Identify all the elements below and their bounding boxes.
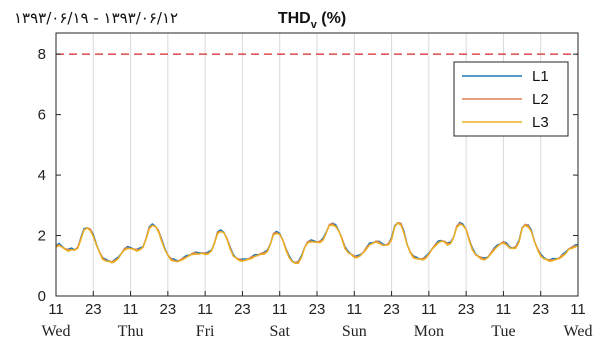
series-lines [55,221,579,265]
y-axis: 0 2 4 6 8 [38,46,578,305]
legend-label-l1: L1 [532,68,549,85]
x-tick-label: 23 [234,301,251,318]
x-day-label: Wed [564,323,593,340]
x-day-label: Sun [342,323,367,340]
x-tick-label: 11 [48,301,64,318]
x-day-label: Tue [491,323,515,340]
x-tick-label: 11 [421,301,437,318]
x-tick-label: 11 [570,301,586,318]
chart-title: THDv (%) [278,10,346,31]
x-tick-label: 23 [160,301,177,318]
chart-title-subscript: v [311,19,318,31]
x-tick-label: 11 [123,301,139,318]
x-tick-label: 23 [383,301,400,318]
x-tick-label: 11 [346,301,362,318]
x-tick-label: 11 [197,301,213,318]
chart-title-main: THD [278,10,311,27]
legend-label-l3: L3 [532,114,549,131]
x-day-label: Thu [118,323,144,340]
x-tick-label: 23 [532,301,549,318]
y-tick-label: 0 [38,288,46,305]
x-axis: 11 Wed 23 11 Thu 23 11 Fri 23 11 Sat 23 11 Sun 23 11 Mon… [42,291,593,340]
x-day-label: Sat [269,323,290,340]
y-tick-label: 4 [38,167,46,184]
x-tick-label: 23 [85,301,102,318]
date-range-label: ۱۳۹۳/۰۶/۱۹ - ۱۳۹۳/۰۶/۱۲ [14,9,178,27]
series-line-l3 [55,222,579,265]
x-day-label: Fri [196,323,215,340]
x-tick-label: 23 [309,301,326,318]
legend: L1 L2 L3 [453,61,569,137]
y-tick-label: 2 [38,228,46,245]
x-day-label: Mon [414,323,444,340]
x-tick-label: 11 [496,301,512,318]
chart-title-unit: (%) [317,10,346,27]
x-day-label: Wed [42,323,71,340]
y-tick-label: 6 [38,107,46,124]
legend-label-l2: L2 [532,91,549,108]
x-tick-label: 11 [272,301,288,318]
y-tick-label: 8 [38,46,46,63]
x-tick-label: 23 [458,301,475,318]
